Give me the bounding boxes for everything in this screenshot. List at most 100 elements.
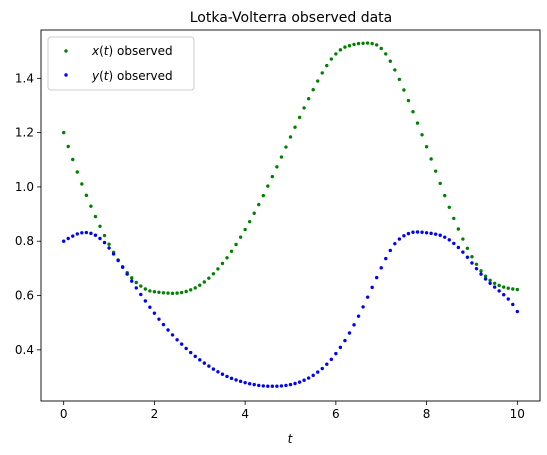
y-point-30 xyxy=(198,358,202,362)
y-point-23 xyxy=(166,328,170,332)
x-point-26 xyxy=(179,290,184,295)
points-layer xyxy=(61,41,520,388)
y-tick-label-2: 0.8 xyxy=(15,234,34,248)
y-point-47 xyxy=(275,384,279,388)
x-point-82 xyxy=(433,169,438,173)
y-point-49 xyxy=(284,383,288,388)
legend-marker-x xyxy=(64,49,68,53)
x-point-63 xyxy=(347,44,352,48)
y-point-32 xyxy=(207,364,211,368)
x-point-74 xyxy=(397,77,402,82)
y-point-0 xyxy=(61,239,66,243)
x-point-19 xyxy=(148,289,152,293)
y-point-57 xyxy=(320,366,324,371)
y-point-3 xyxy=(75,232,79,236)
x-point-10 xyxy=(107,242,111,246)
y-point-60 xyxy=(334,351,338,356)
y-point-94 xyxy=(488,281,492,286)
y-point-16 xyxy=(134,286,138,290)
y-point-59 xyxy=(329,357,334,362)
y-point-58 xyxy=(325,362,329,366)
x-point-73 xyxy=(393,68,397,72)
x-point-56 xyxy=(316,79,320,83)
x-point-62 xyxy=(343,45,347,49)
y-point-100 xyxy=(515,309,520,314)
y-point-27 xyxy=(184,346,188,351)
y-point-43 xyxy=(257,383,261,388)
y-point-96 xyxy=(497,289,501,293)
x-point-75 xyxy=(402,88,406,92)
y-point-79 xyxy=(420,230,424,234)
x-point-45 xyxy=(266,184,270,188)
x-point-30 xyxy=(198,283,202,287)
y-point-84 xyxy=(443,235,447,239)
y-point-2 xyxy=(71,234,75,238)
y-point-67 xyxy=(365,295,370,299)
x-point-89 xyxy=(465,246,470,250)
y-point-74 xyxy=(397,237,402,241)
y-point-6 xyxy=(89,231,93,236)
x-point-69 xyxy=(374,43,379,47)
x-point-34 xyxy=(216,267,220,271)
y-point-33 xyxy=(211,367,216,371)
x-point-47 xyxy=(275,165,279,169)
y-point-9 xyxy=(102,240,107,245)
y-point-7 xyxy=(93,233,98,237)
y-point-56 xyxy=(316,370,320,374)
x-point-3 xyxy=(75,170,79,174)
y-point-42 xyxy=(252,382,256,387)
y-point-36 xyxy=(225,374,229,379)
x-point-43 xyxy=(257,202,261,207)
x-point-25 xyxy=(175,291,179,295)
y-point-66 xyxy=(361,305,365,309)
x-point-96 xyxy=(497,283,501,288)
x-point-21 xyxy=(157,290,161,294)
x-point-53 xyxy=(302,106,306,110)
x-point-4 xyxy=(80,182,84,186)
x-point-35 xyxy=(220,261,225,266)
y-point-38 xyxy=(234,378,238,382)
x-point-76 xyxy=(406,98,411,103)
legend-marker-y xyxy=(64,73,68,77)
x-point-16 xyxy=(134,280,138,285)
x-point-99 xyxy=(511,287,515,291)
y-tick-label-5: 1.4 xyxy=(15,71,34,85)
y-point-90 xyxy=(470,261,474,265)
y-point-40 xyxy=(243,380,247,385)
x-point-65 xyxy=(356,41,361,46)
x-point-33 xyxy=(211,272,216,276)
y-point-5 xyxy=(84,230,89,235)
x-point-70 xyxy=(379,46,383,51)
x-axis-label: t xyxy=(288,432,294,446)
y-point-52 xyxy=(297,380,302,384)
x-point-39 xyxy=(238,235,243,239)
x-point-84 xyxy=(443,193,447,198)
x-point-81 xyxy=(429,157,433,161)
x-point-67 xyxy=(365,41,370,45)
y-point-63 xyxy=(347,331,352,335)
x-point-1 xyxy=(66,144,70,149)
y-point-35 xyxy=(220,372,225,376)
legend: x(t) observed y(t) observed xyxy=(47,36,195,91)
y-point-4 xyxy=(80,231,84,235)
y-point-64 xyxy=(352,323,356,327)
y-point-78 xyxy=(415,230,420,234)
x-point-97 xyxy=(502,285,506,289)
x-point-79 xyxy=(420,133,424,137)
x-point-41 xyxy=(247,219,252,224)
y-point-54 xyxy=(306,376,311,380)
x-point-48 xyxy=(279,155,284,159)
x-point-49 xyxy=(284,145,288,149)
x-point-60 xyxy=(334,52,338,56)
x-point-64 xyxy=(352,42,356,47)
y-point-12 xyxy=(116,258,120,263)
y-point-15 xyxy=(130,279,134,283)
x-point-85 xyxy=(447,205,451,209)
x-point-86 xyxy=(452,216,456,221)
x-point-95 xyxy=(492,281,497,286)
x-point-54 xyxy=(306,96,311,101)
x-point-80 xyxy=(424,145,429,149)
x-point-23 xyxy=(166,291,170,295)
x-point-27 xyxy=(184,289,188,294)
y-tick-label-4: 1.2 xyxy=(15,126,34,140)
